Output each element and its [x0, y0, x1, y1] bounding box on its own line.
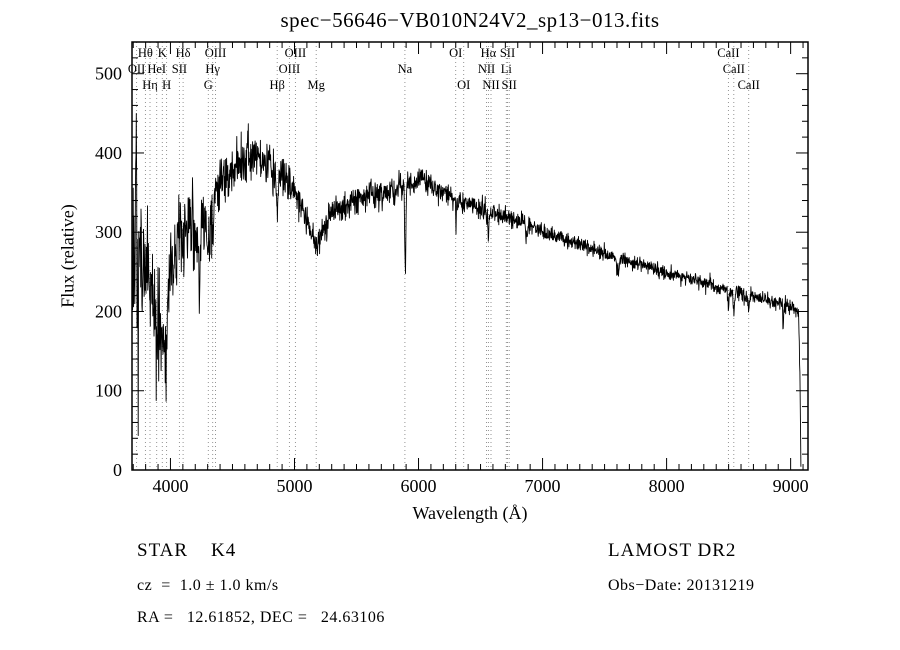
spectral-marker-label: OIII [205, 46, 227, 60]
coordinates-label: RA = 12.61852, DEC = 24.63106 [137, 609, 385, 626]
spectral-marker-label: G [204, 78, 213, 92]
spectral-marker-label: CaII [723, 62, 745, 76]
spectral-marker-label: K [158, 46, 167, 60]
x-tick-label: 5000 [276, 476, 312, 496]
spectral-marker-label: CaII [738, 78, 760, 92]
spectral-marker-label: H [162, 78, 171, 92]
spectral-marker-label: Hα [481, 46, 497, 60]
object-class-label: STAR K4 [137, 540, 237, 561]
spectral-marker-label: OIII [279, 62, 301, 76]
survey-label: LAMOST DR2 [608, 540, 737, 561]
spectral-marker-label: Hγ [205, 62, 220, 76]
y-tick-label: 400 [95, 143, 122, 163]
y-tick-label: 0 [113, 460, 122, 480]
spectral-marker-label: HeI [147, 62, 166, 76]
spectral-marker-label: SII [500, 46, 515, 60]
spectral-marker-label: Na [398, 62, 413, 76]
spectral-marker-label: Hβ [270, 78, 285, 92]
y-tick-label: 300 [95, 222, 122, 242]
y-tick-label: 100 [95, 381, 122, 401]
spectral-marker-label: Li [501, 62, 513, 76]
y-axis-title: Flux (relative) [57, 204, 78, 308]
spectral-marker-label: NII [482, 78, 499, 92]
spectral-marker-label: Hθ [138, 46, 153, 60]
x-tick-label: 4000 [152, 476, 188, 496]
plot-border [131, 41, 809, 471]
x-axis-title: Wavelength (Å) [412, 503, 528, 523]
spectral-marker-label: Mg [308, 78, 326, 92]
spectral-marker-label: OI [449, 46, 462, 60]
spectral-marker-label: Hδ [176, 46, 191, 60]
spectral-marker-label: CaII [717, 46, 739, 60]
velocity-label: cz = 1.0 ± 1.0 km/s [137, 577, 279, 594]
x-tick-label: 9000 [773, 476, 809, 496]
spectral-marker-label: NII [478, 62, 495, 76]
spectral-marker-label: OI [457, 78, 470, 92]
x-tick-label: 6000 [401, 476, 437, 496]
y-tick-label: 200 [95, 301, 122, 321]
obs-date-label: Obs−Date: 20131219 [608, 577, 755, 594]
x-tick-label: 8000 [649, 476, 685, 496]
spectrum-trace [132, 112, 802, 467]
chart-title: spec−56646−VB010N24V2_sp13−013.fits [280, 8, 660, 32]
spectral-marker-label: SII [502, 78, 517, 92]
spectral-marker-label: OIII [285, 46, 307, 60]
x-tick-label: 7000 [525, 476, 561, 496]
spectral-marker-label: SII [172, 62, 187, 76]
spectral-marker-label: Hη [142, 78, 158, 92]
y-tick-label: 500 [95, 64, 122, 84]
